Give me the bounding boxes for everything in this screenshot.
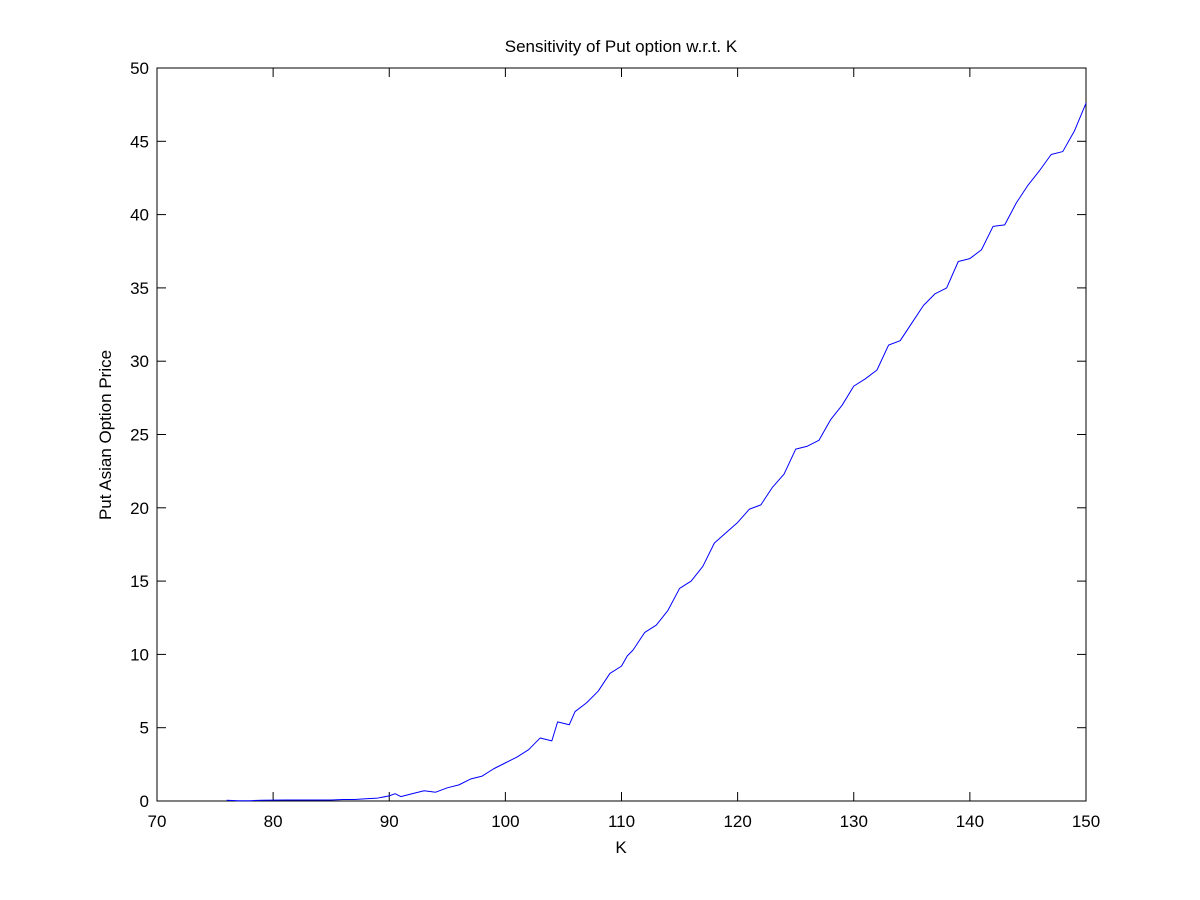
x-tick-label: 110 [608,812,635,831]
y-tick-label: 5 [140,719,149,738]
x-tick-label: 140 [956,812,984,831]
x-tick-label: 130 [840,812,868,831]
x-tick-label: 90 [380,812,399,831]
y-tick-label: 40 [130,206,149,225]
y-tick-label: 25 [130,426,149,445]
y-tick-label: 50 [130,59,149,78]
y-axis-label: Put Asian Option Price [96,350,115,520]
y-tick-label: 0 [140,792,149,811]
x-tick-label: 70 [148,812,167,831]
y-axis-ticks: 0 5 10 15 20 25 30 35 40 45 50 [130,59,1086,811]
y-tick-label: 30 [130,352,149,371]
x-axis-label: K [615,838,627,857]
y-tick-label: 35 [130,279,149,298]
x-tick-label: 80 [264,812,283,831]
x-tick-label: 150 [1072,812,1100,831]
x-axis-ticks: 70 80 90 100 110 120 130 140 150 [148,68,1100,831]
plot-area [156,67,1087,802]
y-tick-label: 15 [130,572,149,591]
y-tick-label: 45 [130,132,149,151]
x-tick-label: 100 [491,812,519,831]
series-line-0 [226,102,1087,802]
y-tick-label: 10 [130,645,149,664]
chart-title: Sensitivity of Put option w.r.t. K [505,37,738,56]
series-layer [226,102,1087,802]
x-tick-label: 120 [723,812,751,831]
y-tick-label: 20 [130,499,149,518]
